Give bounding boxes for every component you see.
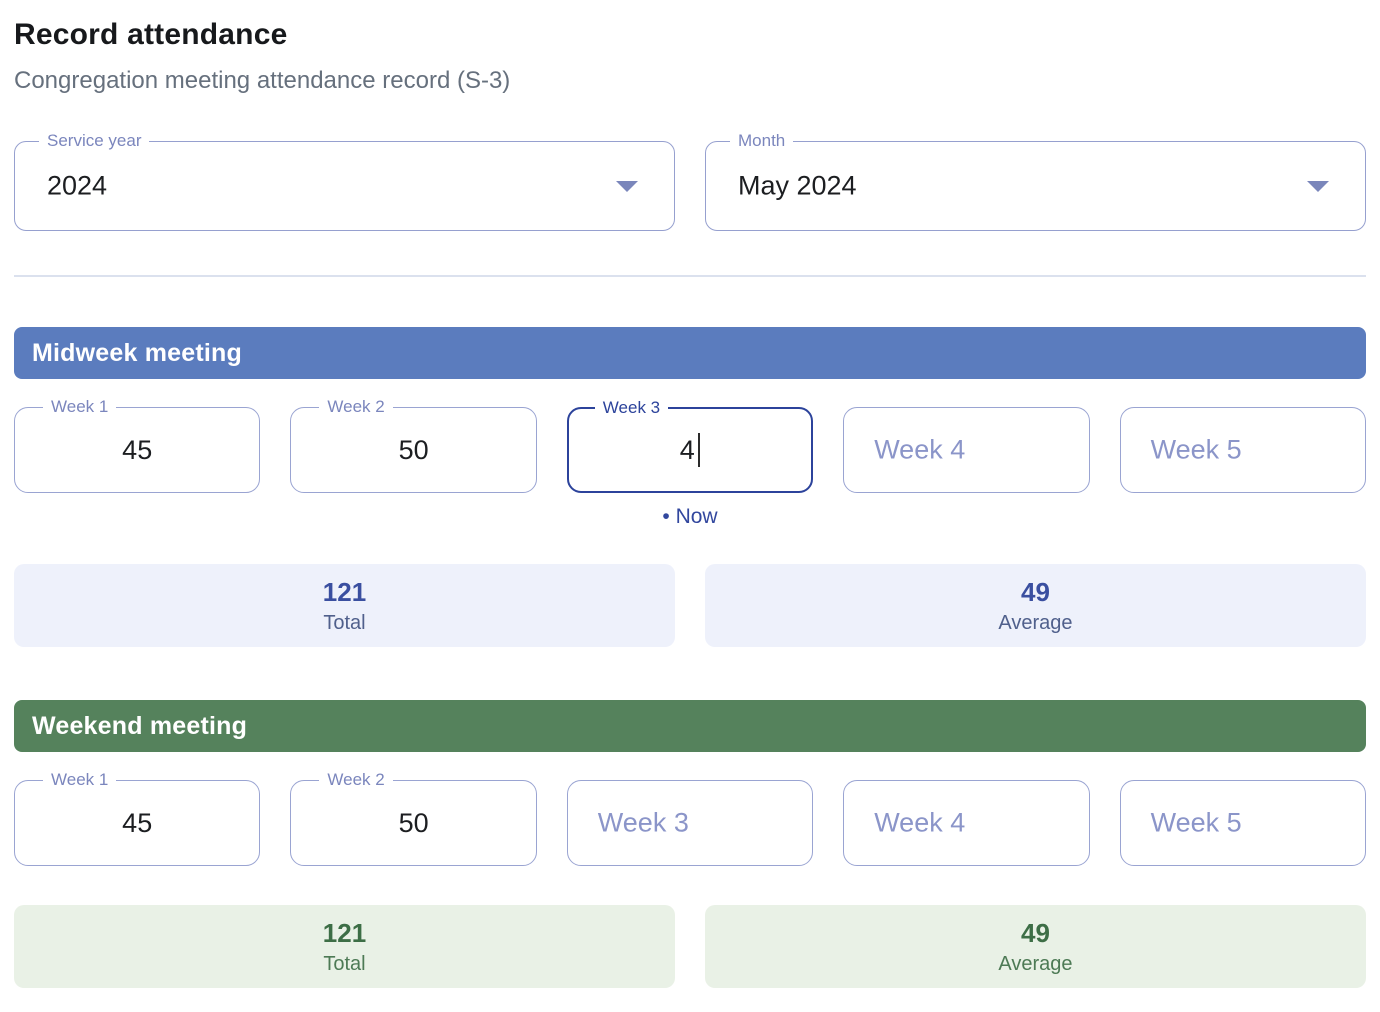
midweek-week3-label: Week 3 [594, 398, 669, 418]
midweek-week2-label: Week 2 [319, 397, 393, 417]
weekend-week1-value: 45 [122, 807, 153, 838]
weekend-week2-input[interactable]: Week 2 50 [290, 770, 537, 866]
service-year-label: Service year [39, 131, 150, 151]
weekend-week2-value: 50 [398, 807, 429, 838]
weekend-week5-input[interactable]: Week 5 [1119, 780, 1366, 866]
midweek-week4-placeholder: Week 4 [874, 434, 966, 465]
weekend-week2-label: Week 2 [319, 770, 393, 790]
page-title: Record attendance [14, 18, 288, 51]
text-cursor [697, 433, 701, 467]
month-label: Month [730, 131, 794, 151]
weekend-week1-label: Week 1 [43, 770, 117, 790]
midweek-week5-placeholder: Week 5 [1150, 434, 1242, 465]
midweek-week3-input[interactable]: Week 3 4 [566, 398, 814, 493]
weekend-section-header: Weekend meeting [14, 700, 1366, 752]
page-subtitle: Congregation meeting attendance record (… [14, 67, 511, 94]
weekend-total-label: Total [323, 952, 366, 975]
midweek-total-value: 121 [322, 576, 367, 607]
midweek-summary-row: 121 Total 49 Average [14, 564, 1366, 647]
weekend-week3-placeholder: Week 3 [597, 807, 689, 838]
midweek-week1-value: 45 [122, 434, 153, 465]
weekend-average-value: 49 [1021, 917, 1050, 948]
weekend-week1-input[interactable]: Week 1 45 [14, 770, 261, 866]
midweek-week1-input[interactable]: Week 1 45 [14, 397, 261, 493]
midweek-week1-label: Week 1 [43, 397, 117, 417]
midweek-total-label: Total [323, 611, 366, 634]
chevron-down-icon [616, 181, 638, 192]
weekend-summary-row: 121 Total 49 Average [14, 905, 1366, 988]
midweek-week2-value: 50 [398, 434, 429, 465]
midweek-average-label: Average [998, 611, 1073, 634]
divider [14, 275, 1366, 277]
midweek-average-box: 49 Average [705, 564, 1366, 647]
month-select[interactable]: Month May 2024 [705, 131, 1366, 231]
weekend-week3-input[interactable]: Week 3 [566, 780, 814, 866]
midweek-week4-input[interactable]: Week 4 [843, 407, 1090, 493]
now-indicator: • Now [662, 505, 718, 528]
midweek-section-title: Midweek meeting [32, 338, 242, 367]
service-year-select[interactable]: Service year 2024 [14, 131, 675, 231]
weekend-week5-placeholder: Week 5 [1150, 807, 1242, 838]
filters-row: Service year 2024 Month May 2024 [14, 131, 1366, 231]
month-value: May 2024 [738, 170, 857, 201]
midweek-week5-input[interactable]: Week 5 [1119, 407, 1366, 493]
service-year-value: 2024 [47, 170, 108, 201]
chevron-down-icon [1307, 181, 1329, 192]
midweek-week2-input[interactable]: Week 2 50 [290, 397, 537, 493]
midweek-section-header: Midweek meeting [14, 327, 1366, 379]
weekend-average-label: Average [998, 952, 1073, 975]
midweek-week3-value: 4 [680, 433, 701, 467]
weekend-section-title: Weekend meeting [32, 711, 248, 740]
weekend-total-value: 121 [322, 917, 367, 948]
midweek-average-value: 49 [1021, 576, 1050, 607]
midweek-total-box: 121 Total [14, 564, 675, 647]
weekend-week4-input[interactable]: Week 4 [843, 780, 1090, 866]
weekend-average-box: 49 Average [705, 905, 1366, 988]
midweek-weeks-row: Week 1 45 Week 2 50 Week 3 4 • Now Week … [14, 397, 1366, 528]
weekend-week4-placeholder: Week 4 [874, 807, 966, 838]
weekend-total-box: 121 Total [14, 905, 675, 988]
weekend-weeks-row: Week 1 45 Week 2 50 Week 3 Week 4 Week 5 [14, 770, 1366, 866]
record-attendance-page: Record attendance Congregation meeting a… [14, 18, 1366, 988]
